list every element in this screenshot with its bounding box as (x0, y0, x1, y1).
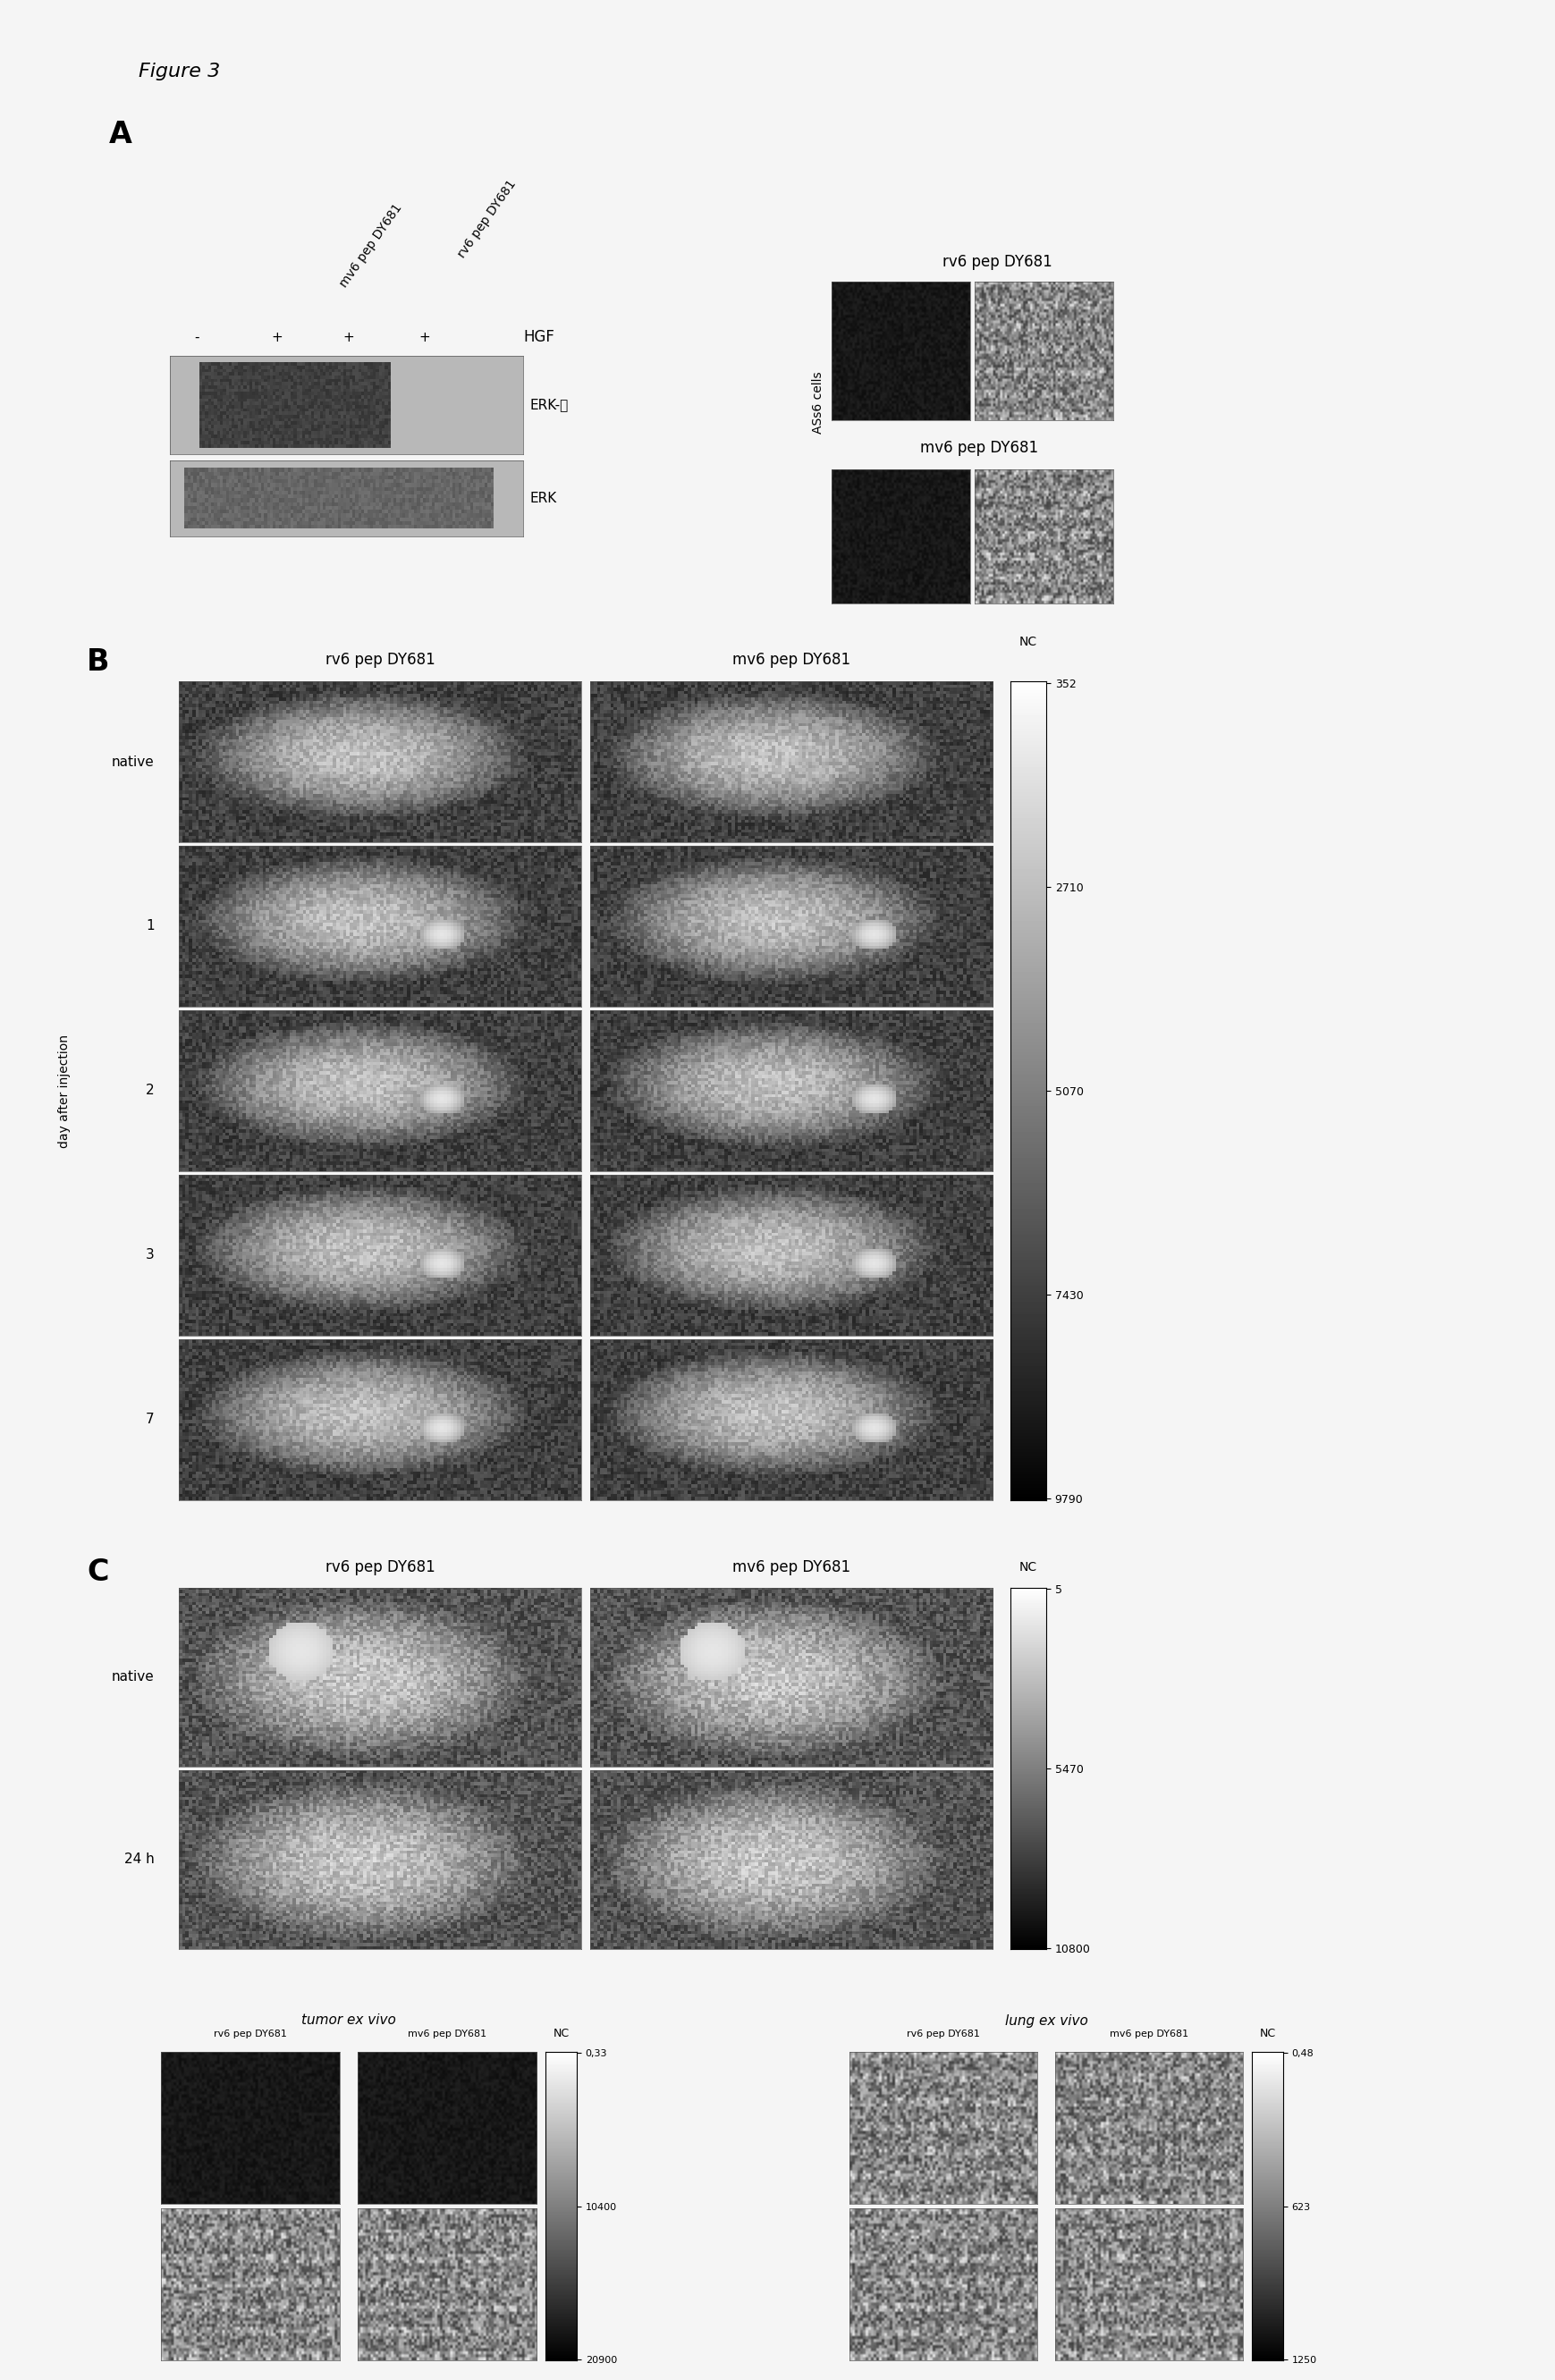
Text: rv6 pep DY681: rv6 pep DY681 (213, 2030, 286, 2037)
Text: ERK-ⓟ: ERK-ⓟ (530, 397, 569, 412)
Text: rv6 pep DY681: rv6 pep DY681 (907, 2030, 980, 2037)
Text: Figure 3: Figure 3 (138, 62, 221, 81)
Text: day after injection: day after injection (59, 1033, 72, 1147)
Text: +: + (342, 331, 355, 345)
Text: mv6 pep DY681: mv6 pep DY681 (337, 202, 404, 290)
Text: rv6 pep DY681: rv6 pep DY681 (325, 652, 435, 669)
Text: rv6 pep DY681: rv6 pep DY681 (456, 178, 518, 259)
Text: mv6 pep DY681: mv6 pep DY681 (919, 440, 1037, 455)
Text: mv6 pep DY681: mv6 pep DY681 (407, 2030, 487, 2037)
Text: NC: NC (1019, 635, 1037, 647)
Text: -: - (194, 331, 199, 345)
Text: mv6 pep DY681: mv6 pep DY681 (1109, 2030, 1188, 2037)
Text: HGF: HGF (522, 328, 554, 345)
Text: 3: 3 (146, 1250, 154, 1261)
Text: A: A (109, 119, 132, 150)
Text: +: + (271, 331, 283, 345)
Text: NC: NC (552, 2028, 569, 2040)
Text: tumor ex vivo: tumor ex vivo (302, 2013, 397, 2028)
Text: NC: NC (1258, 2028, 1275, 2040)
Text: native: native (112, 1671, 154, 1685)
Text: mv6 pep DY681: mv6 pep DY681 (732, 1559, 851, 1576)
Text: lung ex vivo: lung ex vivo (1005, 2013, 1087, 2028)
Text: 7: 7 (146, 1414, 154, 1426)
Text: C: C (87, 1557, 109, 1587)
Text: 24 h: 24 h (124, 1854, 154, 1866)
Text: rv6 pep DY681: rv6 pep DY681 (942, 252, 1051, 269)
Text: NC: NC (1019, 1561, 1037, 1573)
Text: 2: 2 (146, 1083, 154, 1097)
Text: ERK: ERK (530, 493, 557, 505)
Text: native: native (112, 754, 154, 769)
Text: ASs6 cells: ASs6 cells (812, 371, 824, 433)
Text: 1: 1 (146, 919, 154, 933)
Text: mv6 pep DY681: mv6 pep DY681 (732, 652, 851, 669)
Text: +: + (418, 331, 431, 345)
Text: B: B (87, 647, 110, 676)
Text: rv6 pep DY681: rv6 pep DY681 (325, 1559, 435, 1576)
